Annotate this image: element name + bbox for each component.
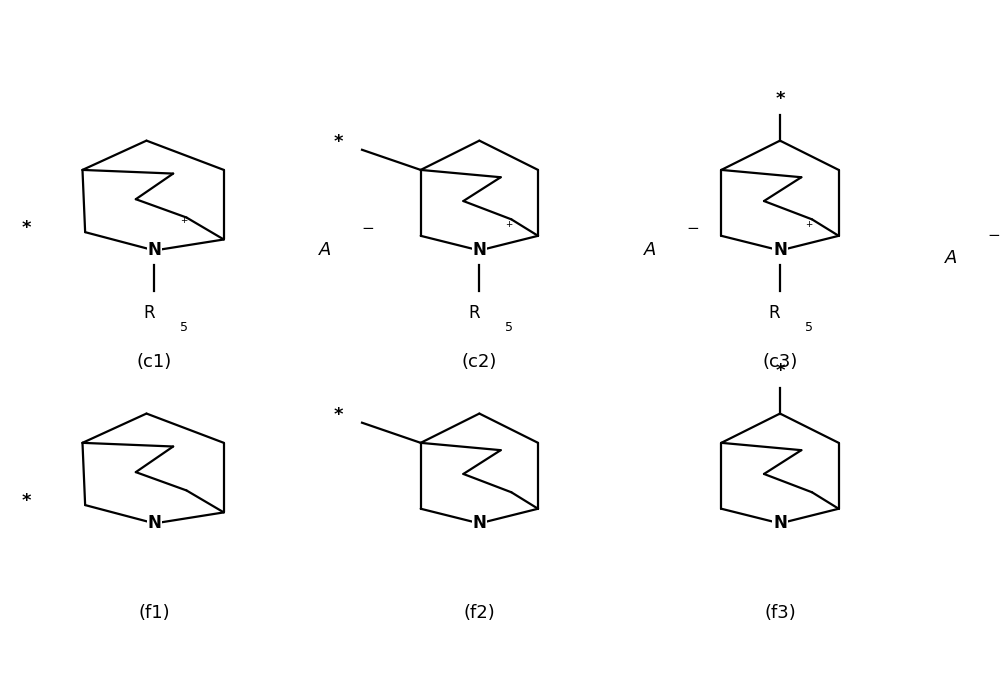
Text: (f3): (f3) [764, 604, 796, 622]
Text: *: * [22, 220, 31, 237]
Text: $^+$: $^+$ [804, 220, 814, 233]
Text: *: * [775, 90, 785, 108]
Text: −: − [987, 228, 1000, 243]
Text: $^+$: $^+$ [179, 216, 189, 230]
Text: R: R [143, 304, 155, 321]
Text: 5: 5 [505, 321, 513, 334]
Text: *: * [775, 363, 785, 380]
Text: (f2): (f2) [463, 604, 495, 622]
Text: A: A [319, 241, 331, 259]
Text: $^+$: $^+$ [504, 220, 514, 233]
Text: −: − [361, 221, 374, 236]
Text: A: A [944, 249, 957, 267]
Text: *: * [333, 133, 343, 152]
Text: −: − [686, 221, 699, 236]
Text: N: N [472, 514, 486, 532]
Text: 5: 5 [805, 321, 813, 334]
Text: N: N [148, 241, 161, 259]
Text: 5: 5 [180, 321, 188, 334]
Text: N: N [773, 514, 787, 532]
Text: (c2): (c2) [462, 353, 497, 371]
Text: *: * [333, 406, 343, 425]
Text: R: R [769, 304, 780, 321]
Text: N: N [148, 514, 161, 532]
Text: N: N [472, 241, 486, 259]
Text: (f1): (f1) [139, 604, 170, 622]
Text: *: * [22, 493, 31, 510]
Text: (c1): (c1) [137, 353, 172, 371]
Text: (c3): (c3) [762, 353, 798, 371]
Text: A: A [644, 241, 656, 259]
Text: R: R [468, 304, 480, 321]
Text: N: N [773, 241, 787, 259]
